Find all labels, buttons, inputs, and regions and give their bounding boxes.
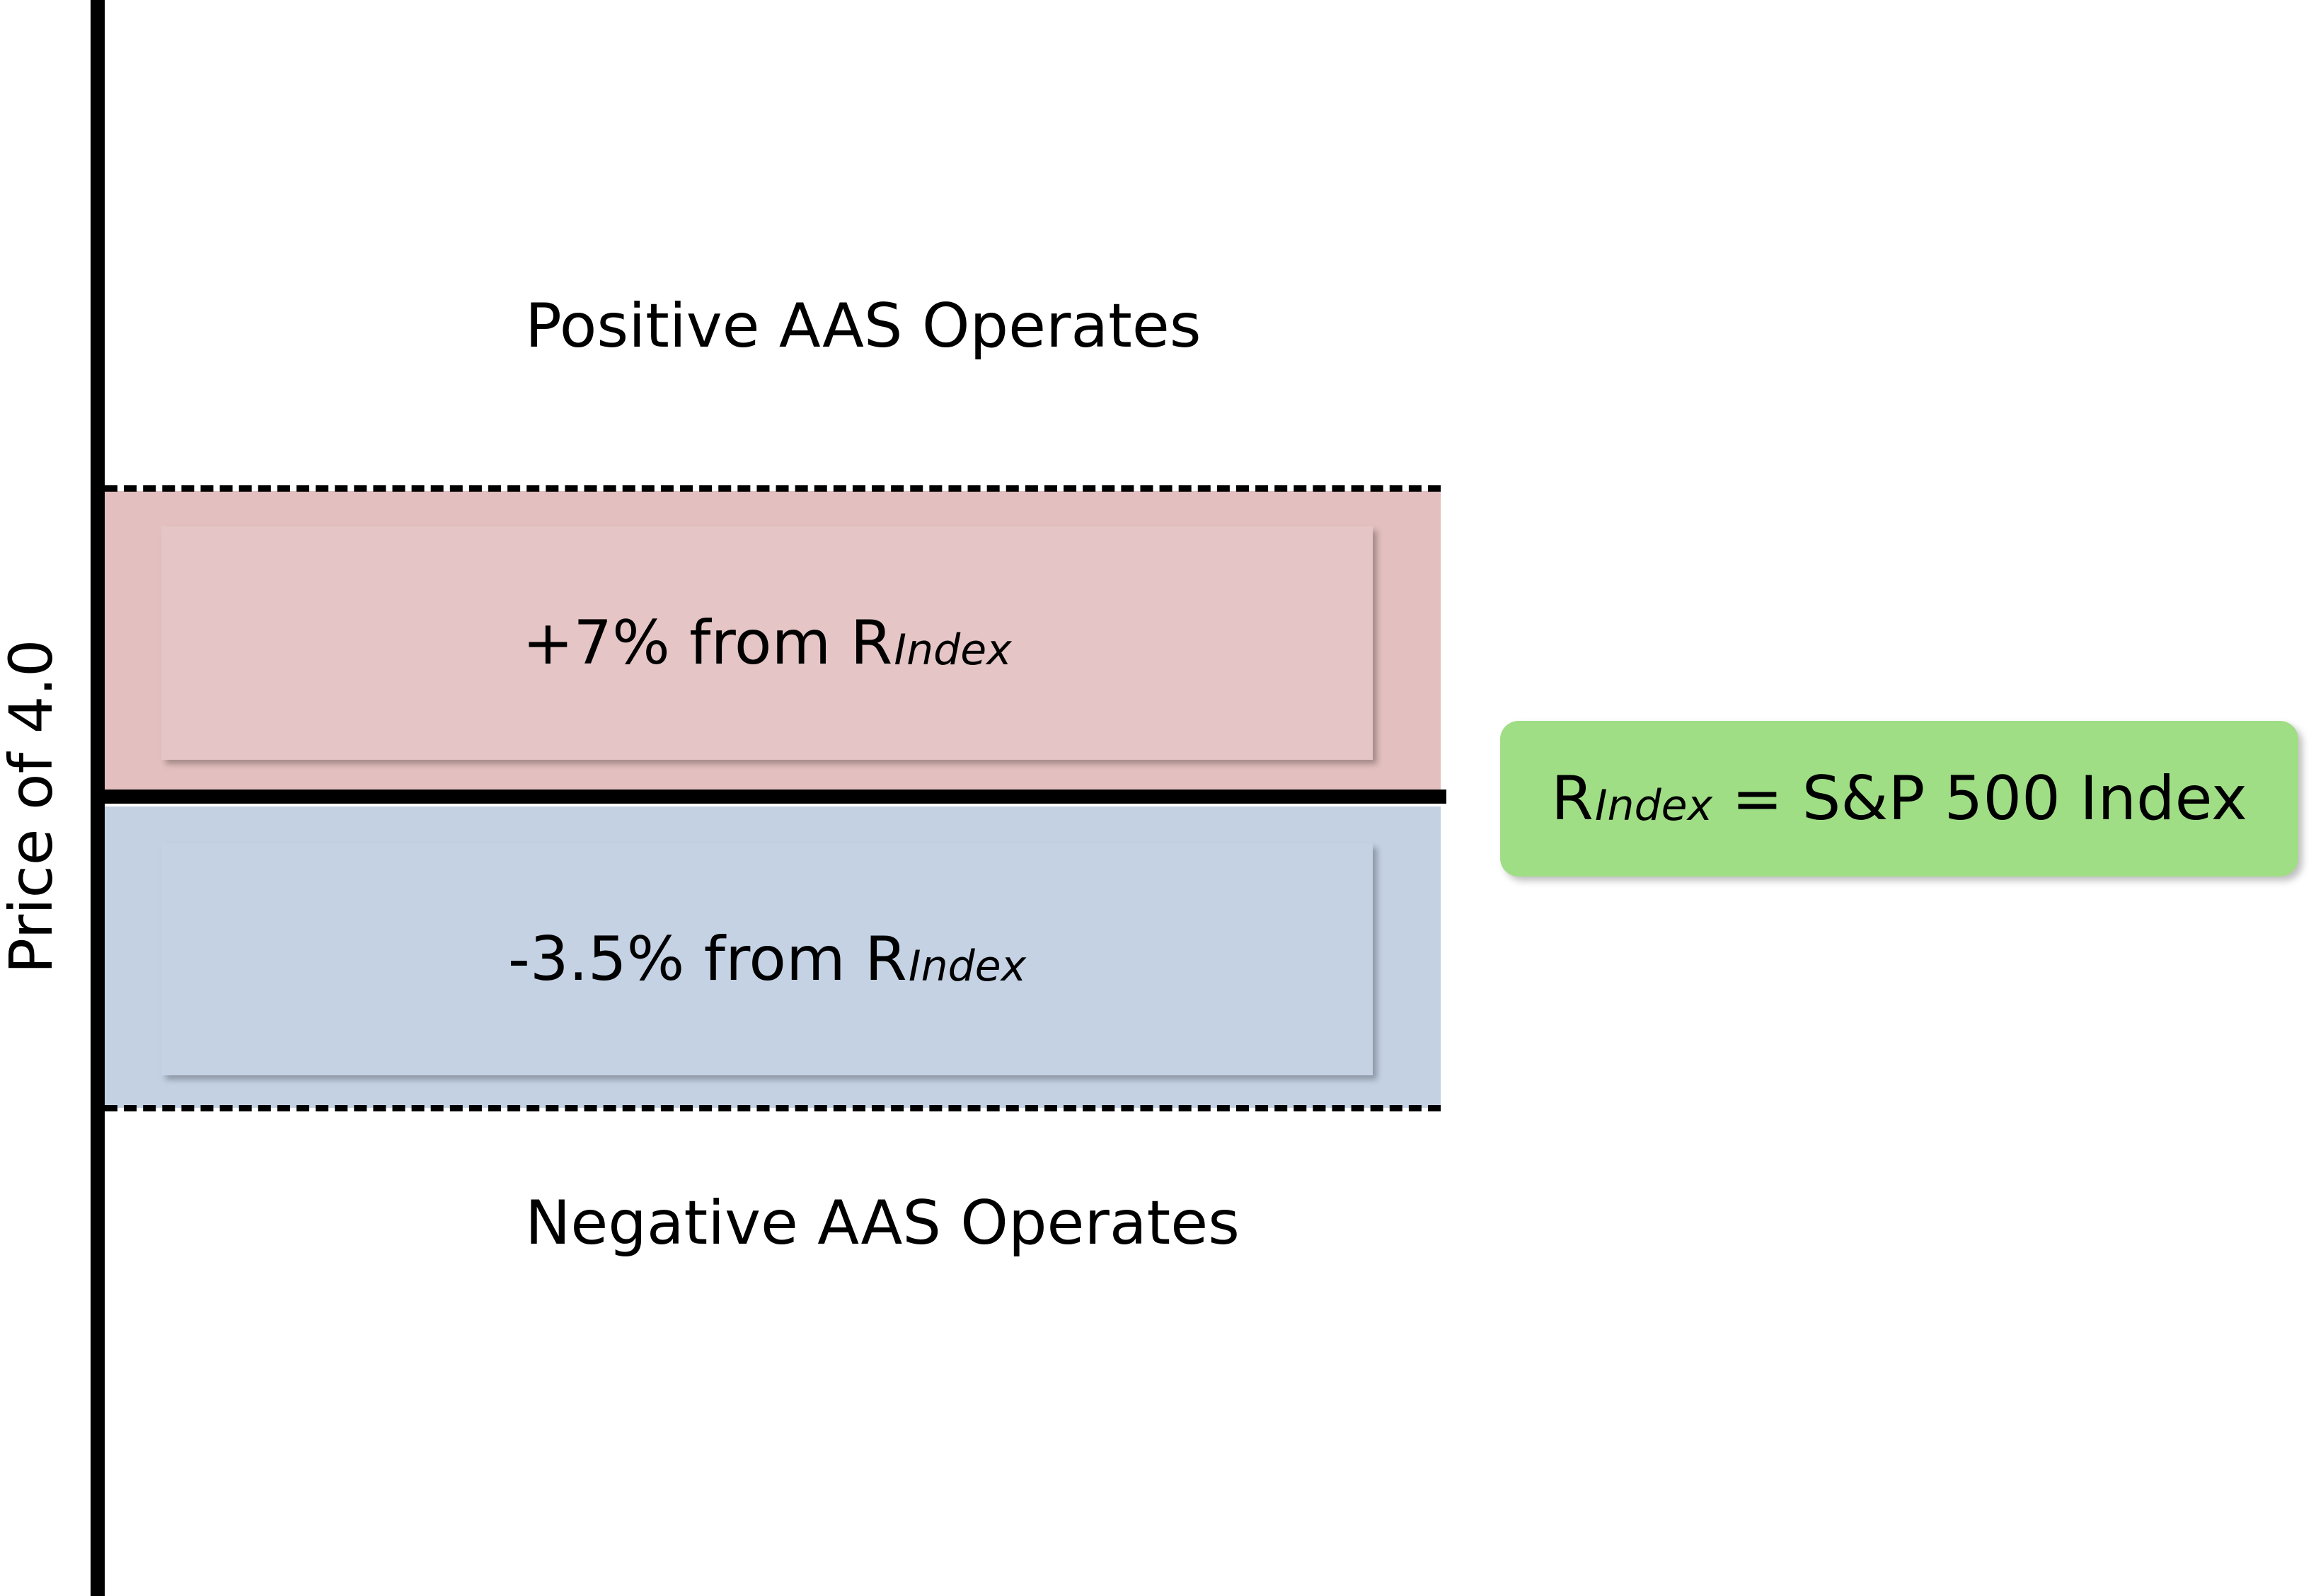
upper-band-text: +7% from R: [522, 608, 893, 678]
upper-threshold-dashed-line: [105, 485, 1441, 492]
upper-band-box: +7% from R Index: [161, 526, 1373, 760]
positive-aas-label: Positive AAS Operates: [525, 291, 1202, 362]
index-baseline: [105, 790, 1446, 804]
lower-threshold-dashed-line: [105, 1105, 1441, 1111]
lower-band-text: -3.5% from R: [507, 924, 907, 995]
upper-band: +7% from R Index: [105, 491, 1441, 794]
legend-definition: = S&P 500 Index: [1712, 763, 2247, 834]
vertical-axis-line: [91, 0, 105, 1596]
legend-symbol: R: [1551, 763, 1594, 834]
lower-band: -3.5% from R Index: [105, 806, 1441, 1108]
legend-subscript: Index: [1594, 781, 1713, 831]
index-definition-box: R Index = S&P 500 Index: [1500, 721, 2298, 877]
upper-band-subscript: Index: [894, 625, 1012, 675]
y-axis-label: Price of 4.0: [0, 639, 66, 974]
lower-band-box: -3.5% from R Index: [161, 843, 1373, 1075]
lower-band-subscript: Index: [908, 942, 1027, 991]
negative-aas-label: Negative AAS Operates: [525, 1188, 1240, 1259]
